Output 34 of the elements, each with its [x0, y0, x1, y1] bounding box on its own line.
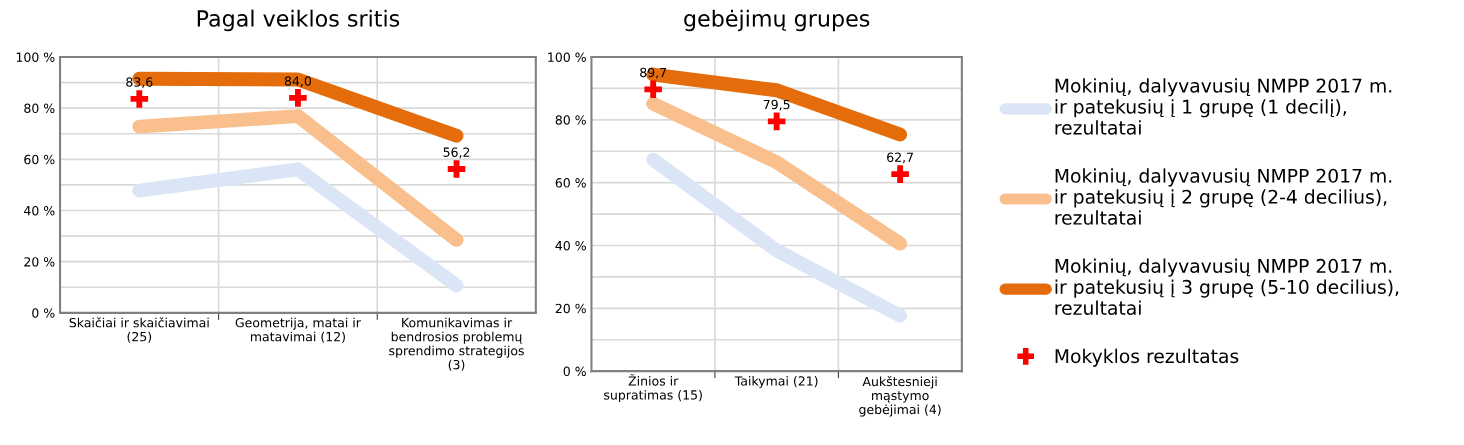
x-tick-label: Aukštesnieji mąstymo gebėjimai (4)	[859, 375, 941, 417]
y-tick-label: 0 %	[563, 366, 586, 377]
legend-label: Mokinių, dalyvavusių NMPP 2017 m. ir patekusių į 2 grupę (2-4 decilius), rezultatai	[1055, 168, 1392, 225]
data-label: 56,2	[443, 147, 470, 159]
y-tick-label: 20 %	[24, 257, 55, 267]
x-tick-label: Žinios ir supratimas (15)	[604, 373, 702, 403]
x-tick-label: Geometrija, matai ir matavimai (12)	[235, 317, 361, 343]
legend-label: Mokyklos rezultatas	[1055, 348, 1239, 367]
y-tick-label: 80 %	[24, 103, 55, 114]
y-tick-label: 40 %	[24, 205, 55, 216]
y-tick-label: 100 %	[16, 52, 55, 62]
legend-label: Mokinių, dalyvavusių NMPP 2017 m. ir patekusių į 3 grupę (5-10 decilius), rezultatai	[1055, 258, 1399, 315]
x-tick-label: Komunikavimas ir bendrosios problemų sprendimo strategijos (3)	[389, 317, 524, 371]
point	[289, 89, 307, 107]
y-tick-label: 60 %	[24, 154, 55, 165]
y-tick-label: 40 %	[555, 240, 586, 251]
data-label: 84,0	[284, 76, 312, 88]
data-label: 62,7	[887, 152, 913, 164]
point	[767, 112, 786, 131]
point	[447, 160, 466, 178]
x-tick-label: Taikymai (21)	[734, 375, 818, 389]
point	[644, 80, 662, 99]
chart-title: gebėjimų grupes	[684, 9, 870, 32]
y-tick-label: 20 %	[555, 303, 586, 314]
x-tick-label: Skaičiai ir skaičiavimai (25)	[69, 317, 209, 343]
y-tick-label: 60 %	[555, 178, 586, 188]
point	[891, 165, 909, 183]
legend-label: Mokinių, dalyvavusių NMPP 2017 m. ir patekusių į 1 grupę (1 decilį), rezultatai	[1055, 78, 1392, 135]
y-tick-label: 80 %	[555, 115, 586, 125]
data-label: 79,5	[763, 99, 790, 111]
point	[130, 90, 149, 108]
chart-title: Pagal veiklos sritis	[197, 9, 400, 32]
y-tick-label: 0 %	[32, 308, 55, 318]
y-tick-label: 100 %	[548, 52, 586, 62]
